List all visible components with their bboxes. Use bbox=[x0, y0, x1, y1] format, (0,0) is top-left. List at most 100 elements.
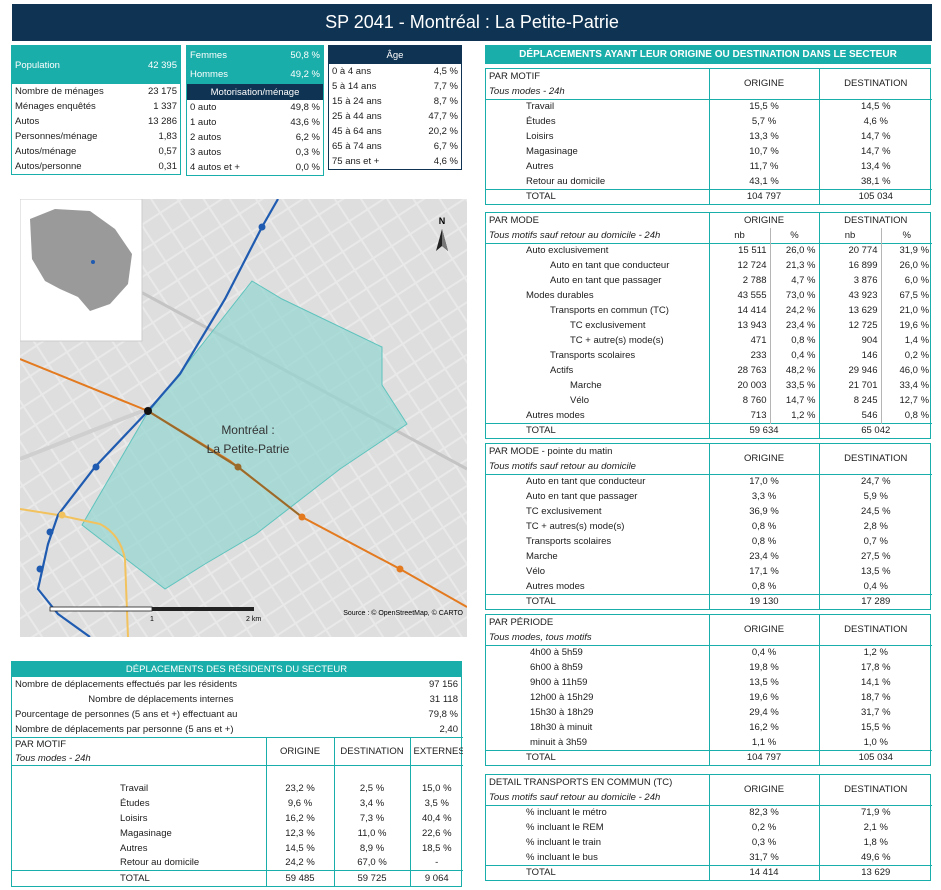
scale-label-2: 2 km bbox=[246, 616, 261, 623]
stat-row: Ménages enquêtés 1 337 bbox=[12, 99, 180, 114]
pointe-row-origine: 0,8 % bbox=[708, 519, 819, 534]
age-row: 75 ans et + 4,6 % bbox=[329, 154, 461, 169]
hommes-value: 49,2 % bbox=[290, 69, 320, 80]
mode-row-destination-pct: 33,4 % bbox=[880, 378, 933, 393]
stat-label: Ménages enquêtés bbox=[15, 101, 96, 112]
motif-row-destination: 4,6 % bbox=[818, 114, 932, 129]
stat-value: 0,57 bbox=[158, 146, 178, 157]
residents-row-label: Autres bbox=[120, 842, 148, 854]
residents-row-externes: - bbox=[409, 855, 463, 871]
residents-row-label: Travail bbox=[120, 782, 149, 794]
mode-row-destination-nb: 12 725 bbox=[818, 318, 881, 333]
stat-value: 1,83 bbox=[158, 131, 178, 142]
pointe-row-destination: 5,9 % bbox=[818, 489, 932, 504]
pointe-total-d: 17 289 bbox=[818, 593, 932, 609]
residents-row-origine: 16,2 % bbox=[265, 810, 334, 826]
age-label: 25 à 44 ans bbox=[332, 111, 382, 122]
mode-row-label: Transports scolaires bbox=[550, 350, 636, 361]
age-distribution: Âge 0 à 4 ans 4,5 % 5 à 14 ans 7,7 % 15 à 24… bbox=[328, 45, 462, 170]
mode-row: Autres modes 713 1,2 % 546 0,8 % bbox=[486, 408, 933, 423]
pointe-row-origine: 3,3 % bbox=[708, 489, 819, 504]
motorisation-label: 4 autos et + bbox=[190, 162, 240, 173]
pointe-row-origine: 23,4 % bbox=[708, 549, 819, 564]
periode-row-label: 6h00 à 8h59 bbox=[530, 662, 583, 673]
pointe-row: Transports scolaires 0,8 % 0,7 % bbox=[486, 534, 932, 549]
mode-row-label: Auto en tant que conducteur bbox=[550, 260, 670, 271]
residents-summary-value: 79,8 % bbox=[428, 709, 458, 720]
periode-row-label: 12h00 à 15h29 bbox=[530, 692, 594, 703]
periode-row-origine: 19,6 % bbox=[708, 690, 819, 705]
mode-row-destination-nb: 20 774 bbox=[818, 242, 881, 258]
tc-row-destination: 49,6 % bbox=[818, 850, 932, 865]
mode-row: TC exclusivement 13 943 23,4 % 12 725 19,6 % bbox=[486, 318, 933, 333]
tc-row-label: % incluant le REM bbox=[526, 822, 604, 833]
pointe-row: TC + autres(s) mode(s) 0,8 % 2,8 % bbox=[486, 519, 932, 534]
mode-row-destination-nb: 43 923 bbox=[818, 288, 881, 303]
mode-row-label: Auto en tant que passager bbox=[550, 275, 662, 286]
age-value: 4,6 % bbox=[433, 156, 458, 167]
pointe-row-destination: 24,5 % bbox=[818, 504, 932, 519]
tc-row-destination: 1,8 % bbox=[818, 835, 932, 850]
age-label: 75 ans et + bbox=[332, 156, 380, 167]
residents-row: Travail 23,2 % 2,5 % 15,0 % bbox=[12, 780, 463, 796]
mode-row: Transports scolaires 233 0,4 % 146 0,2 % bbox=[486, 348, 933, 363]
stat-row: Nombre de ménages 23 175 bbox=[12, 84, 180, 99]
mode-total-o: 59 634 bbox=[708, 422, 819, 438]
tc-col-origine: ORIGINE bbox=[708, 775, 819, 805]
motorisation-row: 3 autos 0,3 % bbox=[187, 145, 323, 160]
mode-row-label: Modes durables bbox=[526, 290, 594, 301]
tc-total-d: 13 629 bbox=[818, 864, 932, 880]
mode-row-origine-nb: 471 bbox=[708, 333, 770, 348]
residents-summary-label: Pourcentage de personnes (5 ans et +) ef… bbox=[15, 709, 237, 720]
periode-row-label: 4h00 à 5h59 bbox=[486, 644, 709, 660]
mode-col-destination: DESTINATION bbox=[818, 213, 933, 228]
mode-row-destination-pct: 21,0 % bbox=[880, 303, 933, 318]
periode-row: 6h00 à 8h59 19,8 % 17,8 % bbox=[486, 660, 932, 675]
tc-sub: Tous motifs sauf retour au domicile - 24… bbox=[489, 791, 661, 803]
mode-row-destination-pct: 31,9 % bbox=[880, 242, 933, 258]
mode-row-label: TC exclusivement bbox=[570, 320, 646, 331]
mode-row-origine-nb: 12 724 bbox=[708, 258, 770, 273]
pointe-row-origine: 17,0 % bbox=[708, 473, 819, 489]
station-marker bbox=[36, 565, 44, 573]
mode-row-destination-nb: 904 bbox=[818, 333, 881, 348]
tc-row: % incluant le bus 31,7 % 49,6 % bbox=[486, 850, 932, 865]
pointe-row-label: Auto en tant que passager bbox=[526, 491, 638, 502]
pointe-row: Marche 23,4 % 27,5 % bbox=[486, 549, 932, 564]
residents-row: Autres 14,5 % 8,9 % 18,5 % bbox=[12, 840, 463, 856]
periode-head: PAR PÉRIODE bbox=[489, 617, 554, 628]
mode-row: Modes durables 43 555 73,0 % 43 923 67,5 % bbox=[486, 288, 933, 303]
pointe-row-destination: 13,5 % bbox=[818, 564, 932, 579]
residents-col-externes: EXTERNES bbox=[409, 737, 463, 766]
tc-row-destination: 2,1 % bbox=[818, 820, 932, 835]
periode-total-o: 104 797 bbox=[708, 749, 819, 765]
mode-row-origine-pct: 0,8 % bbox=[769, 333, 819, 348]
tc-row-label: % incluant le train bbox=[526, 837, 601, 848]
residents-summary-value: 31 118 bbox=[429, 694, 458, 705]
mode-row-destination-nb: 21 701 bbox=[818, 378, 881, 393]
station-marker bbox=[58, 511, 66, 519]
sector-map: N Montréal : La Petite-Patrie 1 2 km Sou… bbox=[20, 199, 467, 637]
motif-row-label: Retour au domicile bbox=[526, 175, 606, 187]
residents-summary-value: 97 156 bbox=[428, 679, 458, 690]
pointe-col-origine: ORIGINE bbox=[708, 444, 819, 474]
pointe-row-label: Auto en tant que conducteur bbox=[486, 473, 709, 489]
section-tc: DETAIL TRANSPORTS EN COMMUN (TC) ORIGINE… bbox=[485, 774, 932, 881]
residents-row-origine: 12,3 % bbox=[265, 825, 334, 841]
mode-row-origine-nb: 2 788 bbox=[708, 273, 770, 288]
motif-row-origine: 15,5 % bbox=[708, 98, 819, 114]
stat-value: 0,31 bbox=[158, 161, 178, 172]
pointe-col-destination: DESTINATION bbox=[818, 444, 932, 474]
age-row: 25 à 44 ans 47,7 % bbox=[329, 109, 461, 124]
motif-row: Loisirs 13,3 % 14,7 % bbox=[486, 129, 932, 144]
periode-row: 15h30 à 18h29 29,4 % 31,7 % bbox=[486, 705, 932, 720]
mode-row-origine-pct: 33,5 % bbox=[769, 378, 819, 393]
motif-row-label: Travail bbox=[486, 98, 709, 114]
residents-row-label: Retour au domicile bbox=[120, 857, 200, 869]
residents-row: Retour au domicile 24,2 % 67,0 % - bbox=[12, 855, 463, 871]
periode-row: minuit à 3h59 1,1 % 1,0 % bbox=[486, 735, 932, 750]
pointe-row-label: Autres modes bbox=[526, 580, 585, 592]
periode-row-label: 18h30 à minuit bbox=[530, 722, 593, 733]
motif-row-destination: 38,1 % bbox=[818, 174, 932, 189]
residents-summary-label: Nombre de déplacements effectués par les… bbox=[15, 679, 237, 690]
